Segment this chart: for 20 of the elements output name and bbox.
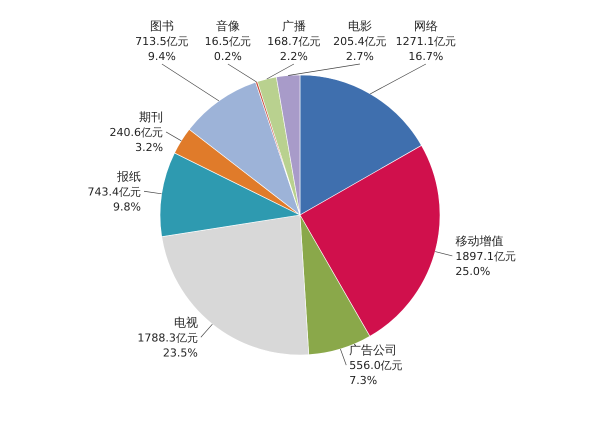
slice-label: 期刊 — [139, 110, 164, 124]
slice-label: 广告公司 — [349, 343, 398, 358]
slice-label: 报纸 — [116, 169, 142, 184]
slice-label: 音像 — [216, 19, 240, 33]
slice-label: 电视 — [174, 315, 198, 330]
data-label: 556.0亿元 7.3% — [349, 359, 403, 388]
data-label: 743.4亿元 9.8% — [88, 185, 142, 214]
data-label: 1271.1亿元 16.7% — [396, 35, 456, 63]
data-label: 16.5亿元 0.2% — [204, 35, 252, 63]
slice-label: 图书 — [150, 19, 174, 33]
data-label: 1897.1亿元 25.0% — [455, 250, 516, 278]
slice-label: 网络 — [414, 19, 438, 33]
slice-label: 电影 — [348, 19, 372, 33]
data-label: 205.4亿元 2.7% — [333, 35, 387, 63]
data-label: 240.6亿元 3.2% — [110, 126, 164, 154]
data-label: 1788.3亿元 23.5% — [137, 331, 198, 360]
data-label: 713.5亿元 9.4% — [135, 35, 189, 63]
slice-label: 广播 — [282, 19, 306, 33]
data-label: 168.7亿元 2.2% — [267, 35, 321, 63]
slice-label: 移动增值 — [455, 234, 504, 248]
